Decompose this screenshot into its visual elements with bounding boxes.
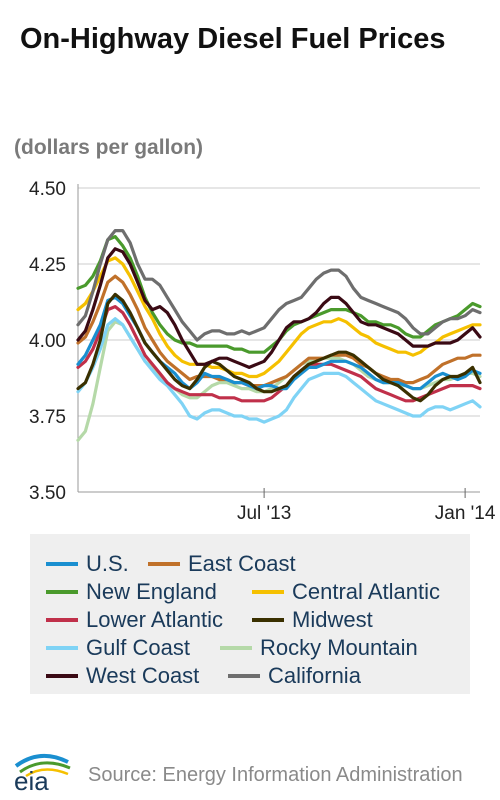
y-tick-label: 4.25 xyxy=(29,255,66,276)
legend-swatch xyxy=(252,618,284,622)
legend-label: New England xyxy=(86,579,217,604)
legend-item: West Coast xyxy=(46,662,199,690)
legend-item: U.S. xyxy=(46,550,129,578)
source-note: Source: Energy Information Administratio… xyxy=(88,764,463,786)
chart-title: On-Highway Diesel Fuel Prices xyxy=(20,23,446,55)
y-tick-label: 4.50 xyxy=(29,179,66,200)
series-line-california xyxy=(76,229,482,342)
x-tick-label: Jan '14 xyxy=(435,503,496,524)
x-axis: Jul '13 Jan '14 xyxy=(77,184,496,524)
chart-units-label: (dollars per gallon) xyxy=(14,136,204,159)
legend-swatch xyxy=(46,562,78,566)
y-tick-label: 3.50 xyxy=(29,483,66,504)
legend-swatch xyxy=(220,646,252,650)
legend-label: Central Atlantic xyxy=(292,579,440,604)
legend-label: U.S. xyxy=(86,551,129,576)
legend: U.S. East Coast New England Central Atlanti… xyxy=(30,534,470,694)
series-lines xyxy=(76,229,482,442)
legend-label: Lower Atlantic xyxy=(86,607,223,632)
series-line-midwest xyxy=(76,292,482,403)
series-line-central-atlantic xyxy=(76,256,482,379)
legend-label: Gulf Coast xyxy=(86,635,190,660)
legend-item: Rocky Mountain xyxy=(220,634,418,662)
eia-logo: eia xyxy=(14,754,71,792)
series-line-east-coast xyxy=(76,274,482,388)
series-line-gulf-coast xyxy=(76,317,482,424)
legend-item: Midwest xyxy=(252,606,373,634)
legend-item: Lower Atlantic xyxy=(46,606,223,634)
x-tick-label: Jul '13 xyxy=(237,503,291,524)
legend-swatch xyxy=(46,646,78,650)
legend-item: East Coast xyxy=(148,550,296,578)
legend-item: Gulf Coast xyxy=(46,634,190,662)
legend-label: East Coast xyxy=(188,551,296,576)
legend-label: Rocky Mountain xyxy=(260,635,418,660)
legend-swatch xyxy=(46,590,78,594)
series-line-lower-atlantic xyxy=(76,305,482,403)
legend-label: West Coast xyxy=(86,663,200,688)
y-tick-label: 3.75 xyxy=(29,407,66,428)
legend-swatch xyxy=(148,562,180,566)
legend-swatch xyxy=(228,674,260,678)
legend-label: Midwest xyxy=(292,607,373,632)
eia-logo-text: eia xyxy=(14,766,49,792)
legend-item: New England xyxy=(46,578,217,606)
legend-label: California xyxy=(268,663,361,688)
legend-swatch xyxy=(46,618,78,622)
y-tick-label: 4.00 xyxy=(29,331,66,352)
series-line-west-coast xyxy=(76,247,482,369)
legend-swatch xyxy=(46,674,78,678)
y-axis-labels: 3.50 3.75 4.00 4.25 4.50 xyxy=(29,179,66,504)
legend-swatch xyxy=(252,590,284,594)
legend-item: Central Atlantic xyxy=(252,578,440,606)
legend-item: California xyxy=(228,662,361,690)
footer: eia Source: Energy Information Administr… xyxy=(10,752,490,792)
